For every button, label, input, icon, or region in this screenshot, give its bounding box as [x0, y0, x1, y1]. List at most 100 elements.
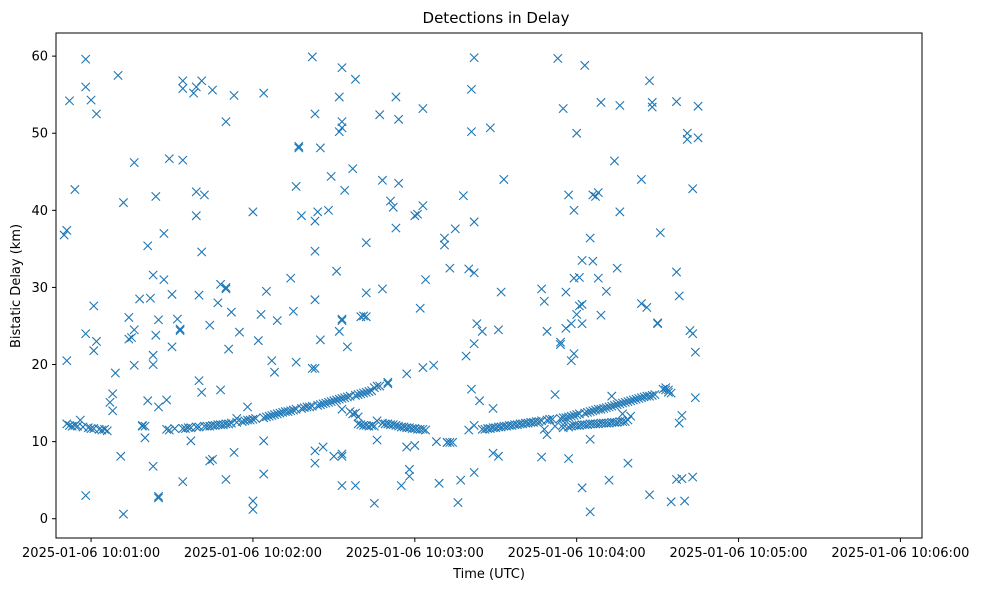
data-point-marker	[207, 85, 218, 95]
data-point-marker	[572, 309, 582, 320]
data-point-marker	[636, 174, 647, 185]
data-point-marker	[108, 389, 118, 399]
data-point-marker	[612, 263, 622, 273]
data-point-marker	[294, 143, 304, 153]
data-point-marker	[348, 409, 358, 419]
data-point-marker	[674, 418, 684, 428]
data-point-marker	[213, 298, 223, 308]
data-point-marker	[418, 201, 428, 211]
data-point-marker	[229, 447, 239, 458]
data-point-marker	[488, 403, 498, 414]
data-point-marker	[340, 185, 350, 195]
data-point-marker	[539, 296, 549, 306]
data-point-marker	[418, 363, 428, 373]
data-point-marker	[596, 97, 606, 107]
data-point-marker	[148, 270, 158, 280]
data-point-marker	[566, 319, 576, 329]
data-point-marker	[588, 256, 598, 266]
data-point-marker	[159, 228, 169, 239]
data-point-marker	[623, 415, 633, 425]
data-point-marker	[469, 420, 479, 431]
data-point-marker	[555, 339, 566, 350]
plot-background	[56, 33, 922, 538]
data-point-marker	[291, 357, 301, 367]
data-point-marker	[688, 184, 698, 194]
data-point-marker	[153, 315, 164, 325]
data-point-marker	[561, 413, 571, 423]
data-point-marker	[607, 401, 617, 411]
data-point-marker	[337, 123, 347, 133]
data-point-marker	[563, 422, 574, 432]
data-point-marker	[310, 109, 320, 119]
data-point-marker	[385, 196, 396, 206]
data-point-marker	[348, 164, 358, 174]
data-point-marker	[116, 451, 126, 461]
data-point-marker	[558, 103, 568, 114]
data-point-marker	[493, 325, 504, 335]
data-point-marker	[394, 114, 404, 124]
data-point-marker	[224, 419, 234, 429]
data-point-marker	[334, 326, 344, 336]
data-point-marker	[118, 509, 129, 519]
data-point-marker	[566, 411, 576, 421]
data-point-marker	[601, 286, 611, 296]
data-point-marker	[86, 423, 96, 434]
data-point-marker	[296, 211, 307, 221]
data-point-marker	[580, 408, 590, 418]
data-point-marker	[194, 376, 204, 386]
data-point-marker	[102, 426, 112, 436]
data-point-marker	[663, 387, 673, 397]
data-point-marker	[582, 407, 593, 417]
data-point-marker	[358, 388, 369, 398]
data-point-marker	[488, 448, 498, 458]
data-point-marker	[650, 390, 660, 400]
data-point-marker	[313, 207, 323, 217]
data-point-marker	[588, 406, 598, 416]
data-point-marker	[329, 396, 339, 406]
data-point-marker	[350, 480, 361, 491]
data-point-marker	[183, 423, 193, 433]
data-point-marker	[458, 191, 468, 201]
data-point-marker	[682, 128, 692, 138]
data-point-marker	[601, 403, 611, 413]
data-point-marker	[574, 301, 584, 311]
data-point-marker	[361, 387, 371, 397]
data-point-marker	[469, 467, 479, 478]
data-point-marker	[375, 381, 385, 391]
data-point-marker	[412, 209, 423, 219]
data-point-marker	[207, 454, 218, 464]
data-point-marker	[288, 405, 298, 415]
data-point-marker	[464, 264, 474, 274]
data-point-marker	[588, 190, 598, 200]
data-point-marker	[553, 53, 563, 64]
data-point-marker	[577, 255, 587, 266]
data-point-marker	[99, 424, 110, 434]
data-point-marker	[81, 54, 91, 64]
data-point-marker	[337, 404, 347, 414]
data-point-marker	[140, 433, 150, 443]
data-point-marker	[331, 266, 342, 276]
data-point-marker	[647, 390, 657, 400]
y-tick-label: 30	[31, 281, 48, 296]
data-point-marker	[253, 336, 263, 346]
data-point-marker	[175, 326, 185, 336]
data-point-marker	[550, 390, 560, 400]
data-point-marker	[628, 395, 638, 405]
data-point-marker	[261, 286, 272, 296]
x-axis-title: Time (UTC)	[452, 567, 525, 582]
data-point-marker	[164, 425, 174, 435]
data-point-marker	[124, 312, 134, 323]
data-point-marker	[599, 403, 609, 414]
data-point-marker	[313, 400, 323, 410]
data-point-marker	[391, 92, 401, 102]
data-point-marker	[593, 188, 603, 198]
data-point-marker	[113, 70, 123, 80]
data-point-marker	[542, 430, 552, 440]
data-point-marker	[140, 421, 150, 431]
y-tick-label: 40	[31, 204, 48, 219]
data-point-marker	[647, 102, 657, 112]
data-point-marker	[569, 205, 579, 215]
data-point-marker	[226, 307, 236, 317]
data-point-marker	[110, 368, 120, 378]
